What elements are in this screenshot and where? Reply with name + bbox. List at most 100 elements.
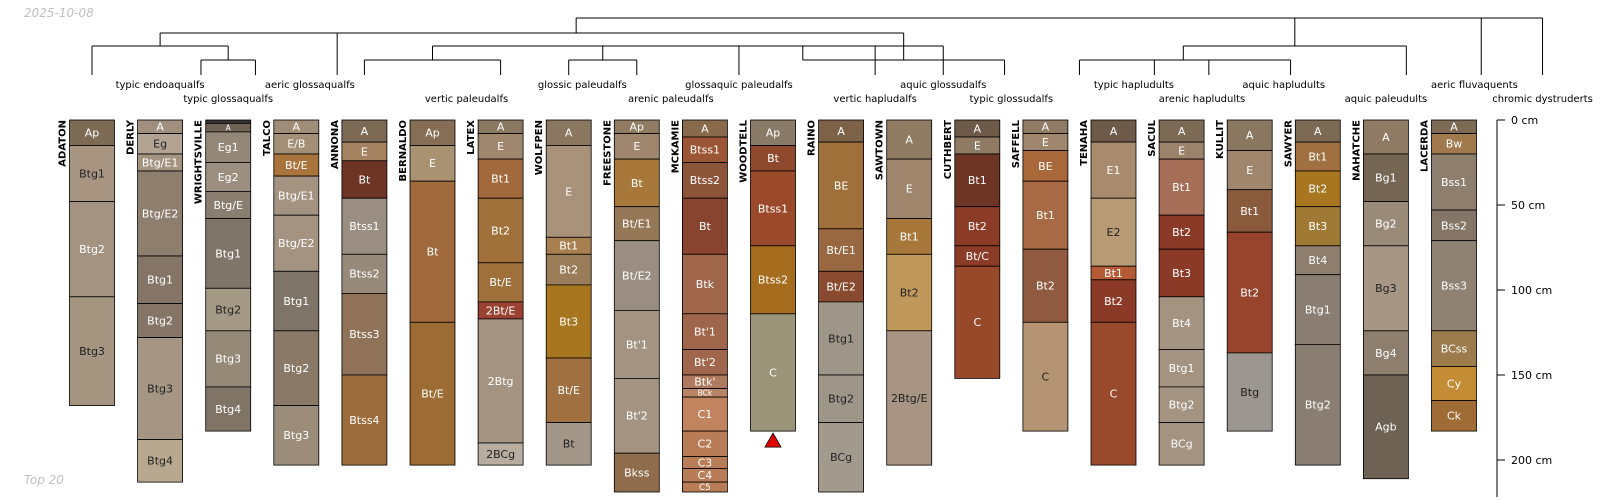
horizon-label: Bss2 [1441,219,1467,232]
profile-kullit: A E Bt1 Bt2 Btg KULLIT [1215,119,1273,432]
horizon-label: Bt3 [1308,220,1327,233]
horizon-label: A [565,127,573,140]
horizon-label: Ap [630,121,645,134]
horizon-latex-bte [477,262,524,303]
horizon-label: E [1246,164,1253,177]
profile-sawyer: A Bt1 Bt2 Bt3 Bt4 Btg1 Btg2 SAWYER [1283,119,1341,466]
horizon-bernaldo-e [409,145,456,182]
horizon-label: C [1042,371,1050,384]
horizon-label: Bt/E [557,384,580,397]
profile-name: MCKAMIE [670,120,681,173]
horizon-raino-bte2 [818,270,864,303]
taxon-label: typic glossaqualfs [183,94,273,105]
profile-sacul: AE Bt1 Bt2 Bt3 Bt4 Btg1 Btg2 BCg SACUL [1147,119,1205,466]
horizon-adaton-btg2 [69,201,115,298]
horizon-sacul-bt1 [1158,158,1205,216]
horizon-sawtown-2btge [886,330,933,466]
taxon-label: glossaquic paleudalfs [685,80,793,91]
taxon-label: aquic glossudalfs [900,80,986,91]
profile-name: WOLFPEN [534,120,545,175]
profile-mckamie: A Btss1 Btss2 Bt Btk Bt'1 Bt'2 Btk'BCk C1 C2 C3C4C… [670,119,728,493]
horizon-label: A [293,121,301,134]
horizon-label: Btk' [694,376,715,389]
horizon-label: A [497,121,505,134]
horizon-sawyer-bt4 [1294,245,1341,276]
horizon-label: E [429,157,436,170]
taxon-label: vertic hapludalfs [833,94,916,105]
horizon-kullit-bt1 [1226,189,1273,233]
profile-name: CUTHBERT [943,120,954,179]
horizon-label: C5 [699,483,711,493]
profile-name: SAWTOWN [875,120,886,180]
horizon-tenaha-e1 [1090,141,1137,199]
horizon-label: Btg/E2 [278,237,315,250]
horizon-label: BCg [1171,438,1193,451]
profile-wolfpen: A E Bt1 Bt2 Bt3 Bt/E Bt WOLFPEN [534,119,592,466]
horizon-label: C [973,316,981,329]
horizon-label: Bt2 [1036,280,1055,293]
profile-name: TALCO [262,120,273,156]
horizon-label: A [1110,125,1118,138]
horizon-label: Bt2 [900,286,919,299]
horizon-annona-btss1 [341,197,388,255]
horizon-adaton-btg1 [69,145,115,202]
horizon-label: Bt1 [1240,205,1259,218]
profile-bernaldo: Ap E Bt Bt/E BERNALDO [398,119,456,466]
horizon-label: BCss [1441,343,1468,356]
horizon-label: A [1450,121,1458,134]
taxon-label: typic hapludults [1094,80,1174,91]
horizon-label: Bt1 [1036,209,1055,222]
horizon-label: Bt'1 [626,338,648,351]
profile-name: BERNALDO [398,120,409,181]
horizon-talco-btg1 [273,270,320,332]
horizon-label: E [974,139,981,152]
horizon-label: 2Btg/E [891,392,928,405]
horizon-label: Btg1 [828,332,854,345]
horizon-label: E [361,145,368,158]
horizon-label: A [1382,131,1390,144]
horizon-wolfpen-bte [545,357,592,423]
profile-tenaha: A E1 E2 Bt1 Bt2 C TENAHA [1079,119,1137,466]
horizon-label: Bt/E2 [622,269,652,282]
horizon-label: Btg3 [147,382,173,395]
horizon-annona-btss3 [341,292,388,376]
horizon-label: Bg2 [1375,218,1397,231]
horizon-label: A [1314,125,1322,138]
horizon-sawyer-bt1 [1294,141,1341,172]
horizon-sawtown-bt2 [886,253,933,332]
horizon-label: A [1178,125,1186,138]
horizon-label: Btg3 [79,345,105,358]
horizon-label: Btss2 [349,268,379,281]
horizon-label: C2 [698,438,713,451]
horizon-label: Bt/E [285,159,308,172]
horizon-label: E [906,183,913,196]
profile-name: ANNONA [330,120,341,169]
horizon-label: A [905,133,913,146]
horizon-wolfpen-a [545,119,592,146]
horizon-label: Bt/E [421,388,444,401]
horizon-sawtown-e [886,158,933,220]
horizon-lacerda-ck [1431,400,1477,432]
depth-axis: 0 cm 50 cm 100 cm 150 cm 200 cm [1496,114,1552,497]
horizon-label: Bt/E [489,276,512,289]
horizon-label: Btg2 [215,303,241,316]
horizon-label: Bt1 [559,240,578,253]
horizon-wrightsville-btg4 [205,386,252,432]
horizon-label: Bss1 [1441,176,1467,189]
horizon-label: Bss3 [1441,280,1467,293]
horizon-wolfpen-bt [545,422,592,466]
horizon-annona-bt [341,160,388,199]
horizon-label: Btg1 [79,167,105,180]
horizon-label: C [1110,388,1118,401]
truncation-marker-icon [764,432,782,448]
profile-sawtown: A E Bt1 Bt2 2Btg/E SAWTOWN [875,119,933,466]
horizon-sacul-bt4 [1158,296,1205,350]
horizon-latex-bt1 [477,158,524,199]
taxon-label: arenic paleudalfs [628,94,714,105]
horizon-label: Btg1 [215,247,241,260]
horizon-woodtell-c [750,313,796,432]
horizon-freestone-bte1 [613,206,660,242]
horizon-label: C4 [698,469,713,482]
horizon-label: Eg2 [218,171,239,184]
